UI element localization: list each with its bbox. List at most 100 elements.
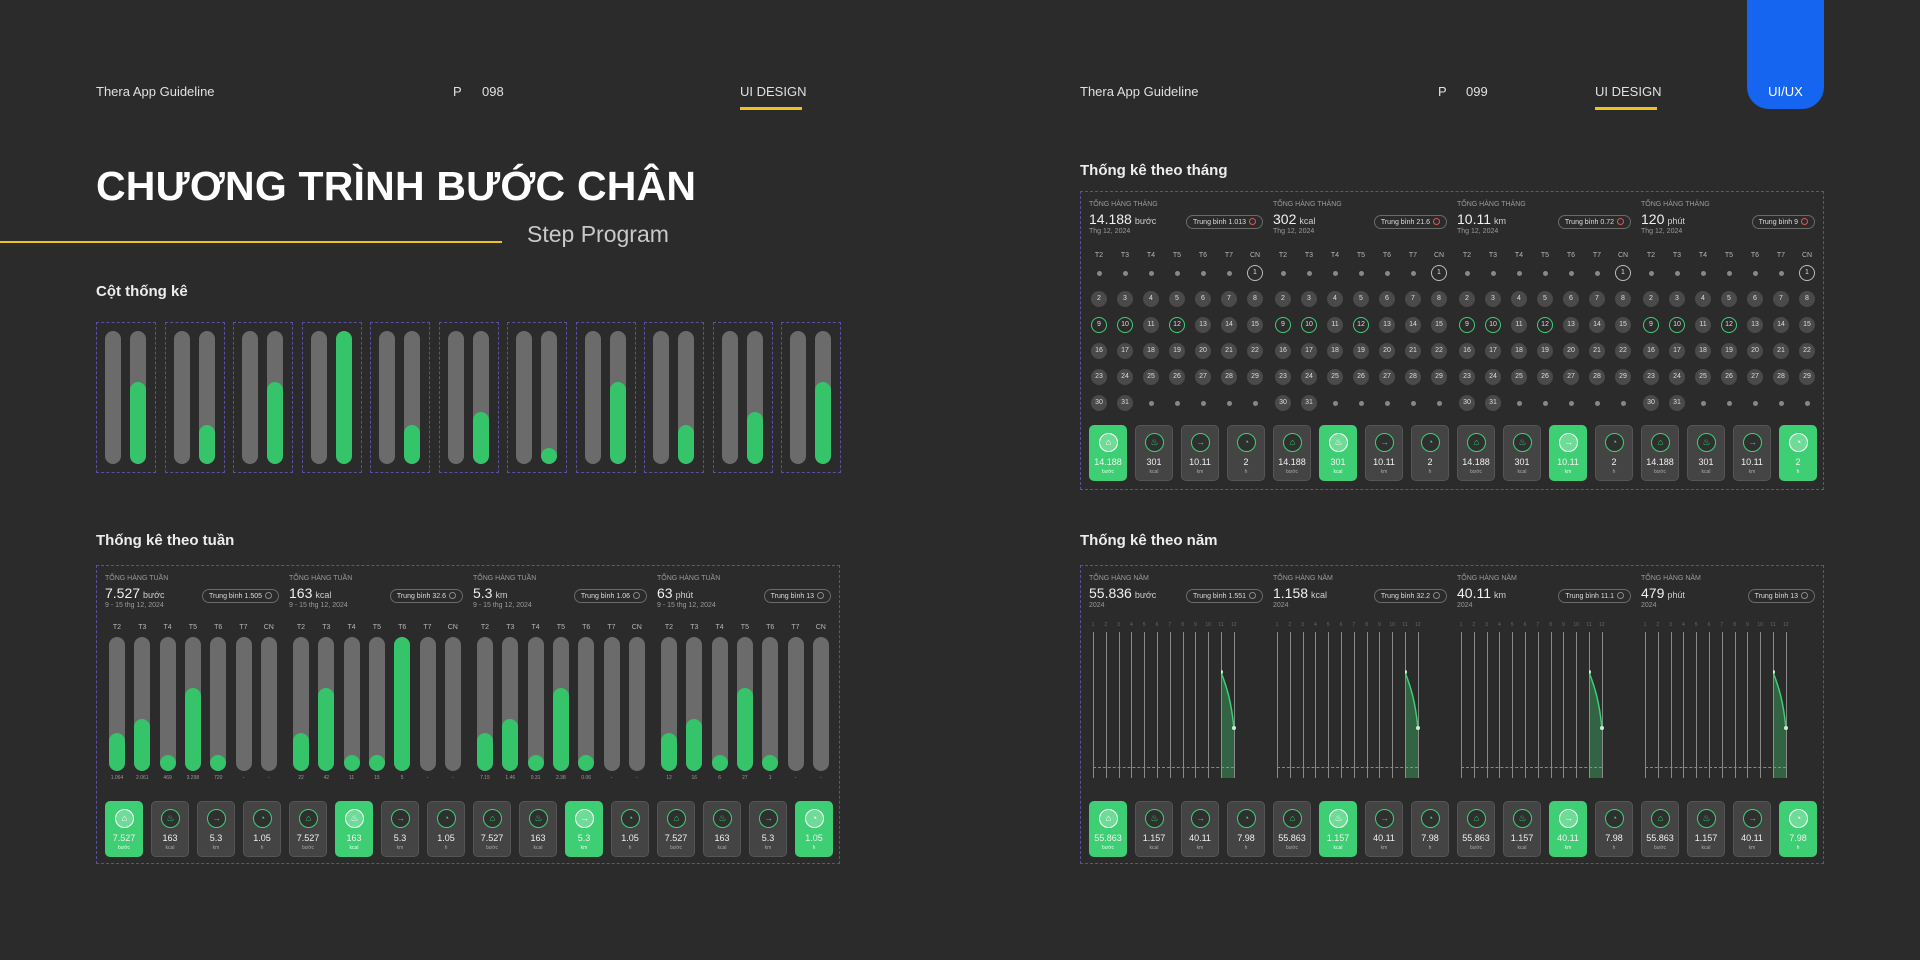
calendar-day[interactable]: 22 bbox=[1615, 343, 1631, 359]
metric-tile[interactable]: ⌂ 7.527 bước bbox=[473, 801, 511, 857]
calendar-day[interactable]: 10 bbox=[1301, 317, 1317, 333]
calendar-day[interactable]: 21 bbox=[1221, 343, 1237, 359]
calendar-day[interactable]: 8 bbox=[1799, 291, 1815, 307]
calendar-day[interactable]: 11 bbox=[1511, 317, 1527, 333]
calendar-day[interactable]: 8 bbox=[1615, 291, 1631, 307]
metric-tile[interactable]: → 10.11 km bbox=[1733, 425, 1771, 481]
average-pill[interactable]: Trung bình 32.6 bbox=[389, 589, 463, 603]
calendar-day[interactable]: 29 bbox=[1247, 369, 1263, 385]
calendar-day[interactable]: 9 bbox=[1275, 317, 1291, 333]
metric-tile[interactable]: → 5.3 km bbox=[749, 801, 787, 857]
calendar-day[interactable]: 9 bbox=[1643, 317, 1659, 333]
calendar-day[interactable]: 25 bbox=[1511, 369, 1527, 385]
calendar-day[interactable]: 14 bbox=[1773, 317, 1789, 333]
calendar-day[interactable]: 1 bbox=[1799, 265, 1815, 281]
calendar-day[interactable]: 31 bbox=[1117, 395, 1133, 411]
calendar-day[interactable]: 4 bbox=[1143, 291, 1159, 307]
calendar-day[interactable]: 16 bbox=[1275, 343, 1291, 359]
calendar-day[interactable]: 5 bbox=[1721, 291, 1737, 307]
calendar-day[interactable]: 18 bbox=[1511, 343, 1527, 359]
average-pill[interactable]: Trung bình 0.72 bbox=[1557, 215, 1631, 229]
calendar-day[interactable]: 4 bbox=[1695, 291, 1711, 307]
calendar-day[interactable]: 27 bbox=[1747, 369, 1763, 385]
calendar-day[interactable]: 9 bbox=[1459, 317, 1475, 333]
calendar-day[interactable]: 14 bbox=[1405, 317, 1421, 333]
metric-tile[interactable]: → 40.11 km bbox=[1549, 801, 1587, 857]
calendar-day[interactable]: 21 bbox=[1405, 343, 1421, 359]
metric-tile[interactable]: ♨ 1.157 kcal bbox=[1319, 801, 1357, 857]
metric-tile[interactable]: ♨ 301 kcal bbox=[1319, 425, 1357, 481]
calendar-day[interactable]: 21 bbox=[1773, 343, 1789, 359]
calendar-day[interactable]: 28 bbox=[1589, 369, 1605, 385]
calendar-day[interactable]: 16 bbox=[1643, 343, 1659, 359]
calendar-day[interactable]: 23 bbox=[1643, 369, 1659, 385]
calendar-day[interactable]: 20 bbox=[1563, 343, 1579, 359]
calendar-day[interactable]: 30 bbox=[1091, 395, 1107, 411]
calendar-day[interactable]: 19 bbox=[1537, 343, 1553, 359]
calendar-day[interactable]: 21 bbox=[1589, 343, 1605, 359]
calendar-day[interactable]: 7 bbox=[1405, 291, 1421, 307]
metric-tile[interactable]: ◔ 7.98 h bbox=[1227, 801, 1265, 857]
metric-tile[interactable]: ♨ 1.157 kcal bbox=[1135, 801, 1173, 857]
calendar-day[interactable]: 19 bbox=[1169, 343, 1185, 359]
metric-tile[interactable]: ⌂ 55.863 bước bbox=[1641, 801, 1679, 857]
calendar-day[interactable]: 10 bbox=[1669, 317, 1685, 333]
calendar-day[interactable]: 15 bbox=[1247, 317, 1263, 333]
calendar-day[interactable]: 23 bbox=[1275, 369, 1291, 385]
calendar-day[interactable]: 25 bbox=[1143, 369, 1159, 385]
calendar-day[interactable]: 1 bbox=[1615, 265, 1631, 281]
calendar-day[interactable]: 20 bbox=[1379, 343, 1395, 359]
calendar-day[interactable]: 28 bbox=[1773, 369, 1789, 385]
metric-tile[interactable]: ◔ 2 h bbox=[1779, 425, 1817, 481]
calendar-day[interactable]: 17 bbox=[1669, 343, 1685, 359]
calendar-day[interactable]: 27 bbox=[1195, 369, 1211, 385]
calendar-day[interactable]: 29 bbox=[1431, 369, 1447, 385]
calendar-day[interactable]: 4 bbox=[1327, 291, 1343, 307]
calendar-day[interactable]: 16 bbox=[1091, 343, 1107, 359]
calendar-day[interactable]: 15 bbox=[1431, 317, 1447, 333]
calendar-day[interactable]: 18 bbox=[1695, 343, 1711, 359]
calendar-day[interactable]: 1 bbox=[1431, 265, 1447, 281]
calendar-day[interactable]: 7 bbox=[1589, 291, 1605, 307]
metric-tile[interactable]: → 5.3 km bbox=[197, 801, 235, 857]
calendar-day[interactable]: 13 bbox=[1195, 317, 1211, 333]
metric-tile[interactable]: ◔ 1.05 h bbox=[427, 801, 465, 857]
calendar-day[interactable]: 19 bbox=[1353, 343, 1369, 359]
calendar-day[interactable]: 30 bbox=[1459, 395, 1475, 411]
metric-tile[interactable]: ♨ 1.157 kcal bbox=[1503, 801, 1541, 857]
calendar-day[interactable]: 26 bbox=[1169, 369, 1185, 385]
calendar-day[interactable]: 3 bbox=[1485, 291, 1501, 307]
calendar-day[interactable]: 24 bbox=[1117, 369, 1133, 385]
average-pill[interactable]: Trung bình 1.505 bbox=[201, 589, 279, 603]
average-pill[interactable]: Trung bình 13 bbox=[763, 589, 831, 603]
calendar-day[interactable]: 3 bbox=[1117, 291, 1133, 307]
calendar-day[interactable]: 9 bbox=[1091, 317, 1107, 333]
calendar-day[interactable]: 7 bbox=[1773, 291, 1789, 307]
calendar-day[interactable]: 12 bbox=[1721, 317, 1737, 333]
metric-tile[interactable]: → 10.11 km bbox=[1549, 425, 1587, 481]
metric-tile[interactable]: ♨ 301 kcal bbox=[1687, 425, 1725, 481]
calendar-day[interactable]: 6 bbox=[1195, 291, 1211, 307]
metric-tile[interactable]: ◔ 1.05 h bbox=[611, 801, 649, 857]
calendar-day[interactable]: 14 bbox=[1589, 317, 1605, 333]
calendar-day[interactable]: 17 bbox=[1485, 343, 1501, 359]
metric-tile[interactable]: → 5.3 km bbox=[565, 801, 603, 857]
metric-tile[interactable]: ⌂ 55.863 bước bbox=[1089, 801, 1127, 857]
calendar-day[interactable]: 19 bbox=[1721, 343, 1737, 359]
metric-tile[interactable]: ◔ 2 h bbox=[1595, 425, 1633, 481]
metric-tile[interactable]: ⌂ 55.863 bước bbox=[1273, 801, 1311, 857]
metric-tile[interactable]: ⌂ 14.188 bước bbox=[1457, 425, 1495, 481]
calendar-day[interactable]: 6 bbox=[1379, 291, 1395, 307]
calendar-day[interactable]: 12 bbox=[1169, 317, 1185, 333]
metric-tile[interactable]: ◔ 7.98 h bbox=[1779, 801, 1817, 857]
calendar-day[interactable]: 5 bbox=[1537, 291, 1553, 307]
calendar-day[interactable]: 31 bbox=[1301, 395, 1317, 411]
average-pill[interactable]: Trung bình 21.6 bbox=[1373, 215, 1447, 229]
calendar-day[interactable]: 29 bbox=[1615, 369, 1631, 385]
calendar-day[interactable]: 28 bbox=[1405, 369, 1421, 385]
calendar-day[interactable]: 12 bbox=[1353, 317, 1369, 333]
calendar-day[interactable]: 20 bbox=[1195, 343, 1211, 359]
calendar-day[interactable]: 26 bbox=[1353, 369, 1369, 385]
calendar-day[interactable]: 6 bbox=[1563, 291, 1579, 307]
calendar-day[interactable]: 3 bbox=[1669, 291, 1685, 307]
